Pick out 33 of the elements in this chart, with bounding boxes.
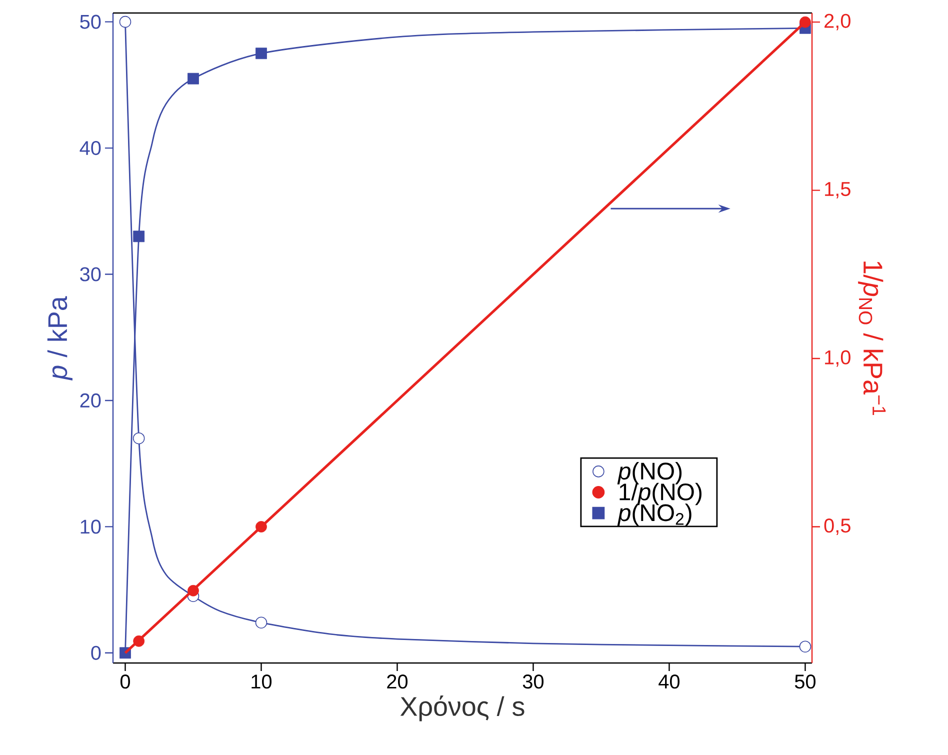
point [119, 16, 132, 28]
point [188, 72, 199, 84]
y-tick-label: 0 [91, 646, 101, 660]
x-tick-label: 30 [522, 674, 544, 689]
y2-axis-title: 1/p$_{NO}$ / kPa$^{−1}$ [858, 262, 886, 416]
x-tick-label: 20 [387, 674, 408, 689]
x-tick-label: 0 [120, 674, 130, 689]
x-tick-label: 10 [252, 674, 272, 689]
point [256, 48, 267, 60]
point [133, 635, 145, 647]
x-axis-title: Χρόνος / s [400, 695, 524, 722]
y-tick-label: 20 [80, 393, 101, 408]
y2-tick-label: 1,5 [825, 182, 850, 198]
legend-label: p(NO) [617, 462, 682, 484]
point [799, 640, 812, 652]
legend-label: p(NO$_{2}$) [617, 504, 692, 526]
point [133, 230, 145, 242]
y-tick-label: 50 [80, 14, 101, 29]
x-tick-label: 40 [658, 674, 680, 689]
y2-tick-label: 0,5 [824, 518, 850, 535]
y-tick-label: 40 [80, 141, 101, 156]
x-tick-label: 50 [794, 674, 816, 689]
point [800, 16, 811, 28]
legend-label: 1/p(NO) [620, 482, 702, 506]
y-tick-label: 30 [80, 267, 101, 282]
point [188, 584, 199, 596]
point [256, 521, 267, 532]
y2-tick-label: 2,0 [824, 14, 850, 30]
point [255, 616, 268, 629]
y-tick-label: 10 [80, 520, 101, 534]
y2-tick-label: 1,0 [825, 350, 850, 367]
y-axis-title: p / kPa [47, 296, 72, 381]
point [132, 432, 145, 444]
